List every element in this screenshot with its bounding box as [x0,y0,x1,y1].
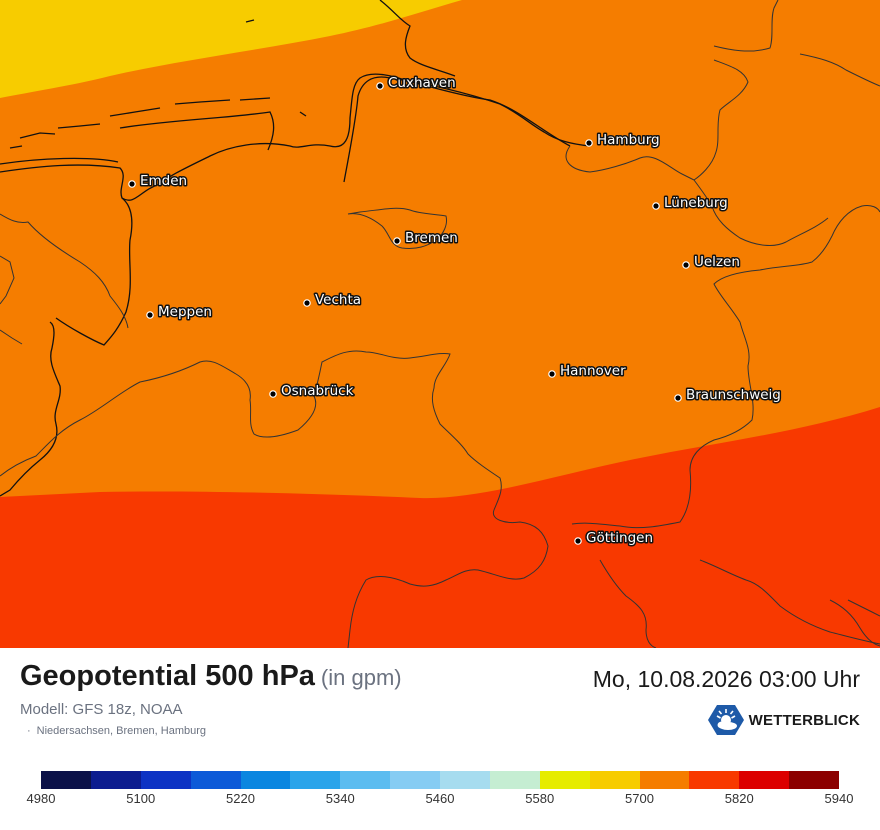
color-scale-swatch [240,771,291,789]
valid-time: Mo, 10.08.2026 03:00 Uhr [592,666,860,692]
geopotential-map: Cuxhaven Hamburg Emden Bremen Lüneburg Uelzen… [0,0,880,648]
color-scale-tick: 4980 [26,791,56,806]
city-label: Cuxhaven [388,75,456,91]
region-bullet: · [27,725,31,737]
city-dot [128,180,136,188]
city-dot [376,82,384,90]
color-scale-tick: 5340 [325,791,355,806]
color-scale-tick: 5580 [525,791,555,806]
color-scale-swatch [639,771,690,789]
color-scale-tick: 5940 [824,791,854,806]
color-scale-ticks: 4980 5100 5220 5340 5460 5580 5700 5820 5940 [0,791,880,809]
band-5640 [0,0,462,98]
color-scale-swatch [689,771,740,789]
city-label: Hamburg [597,132,660,148]
admin-borders [0,0,880,648]
color-scale-swatch [589,771,640,789]
city-label: Lüneburg [664,195,728,211]
title-text: Geopotential 500 hPa [20,660,315,692]
color-scale-swatch [489,771,540,789]
city-label: Uelzen [694,254,740,270]
city-label: Emden [140,173,187,189]
color-scale-swatch [739,771,790,789]
city-label: Meppen [158,304,212,320]
region-info: · Niedersachsen, Bremen, Hamburg [27,725,206,737]
city-label: Braunschweig [686,387,781,403]
color-scale-swatch [90,771,141,789]
city-dot [303,299,311,307]
city-dot [146,311,154,319]
color-scale-swatch [190,771,241,789]
color-scale-swatch [789,771,839,789]
unit-label: (in gpm) [320,665,402,690]
city-dot [674,394,682,402]
color-scale-swatch [440,771,490,789]
city-dot [652,202,660,210]
color-scale-tick: 5100 [126,791,156,806]
band-5700 [0,0,880,499]
sun-cloud-logo-icon [707,705,744,735]
color-scale-tick: 5700 [625,791,654,806]
color-scale-swatch [539,771,590,789]
color-scale-swatch [340,771,391,789]
city-markers: Cuxhaven Hamburg Emden Bremen Lüneburg Uelzen… [128,74,782,548]
city-dot [548,370,556,378]
city-dot [682,261,690,269]
city-label: Göttingen [586,530,653,546]
city-dot [585,139,593,147]
city-label: Hannover [560,363,626,379]
city-dot [269,390,277,398]
city-label: Bremen [405,230,458,246]
color-scale [41,771,839,789]
coastline [0,0,591,497]
color-scale-swatch [140,771,191,789]
city-label: Osnabrück [281,383,354,399]
model-info: Modell: GFS 18z, NOAA [20,701,183,718]
color-scale-tick: 5460 [425,791,455,806]
map-canvas: Cuxhaven Hamburg Emden Bremen Lüneburg Uelzen… [0,0,880,648]
city-dot [393,237,401,245]
brand-name: WETTERBLICK [748,711,860,729]
map-footer: Geopotential 500 hPa (in gpm) Mo, 10.08.2… [0,648,880,830]
city-dot [574,537,582,545]
city-label: Vechta [315,292,361,308]
brand-logo[interactable]: WETTERBLICK [707,704,860,736]
color-scale-tick: 5820 [724,791,754,806]
color-scale-swatch [290,771,341,789]
color-scale-tick: 5220 [226,791,255,806]
color-scale-swatch [390,771,440,789]
region-text: Niedersachsen, Bremen, Hamburg [36,725,207,737]
map-title: Geopotential 500 hPa (in gpm) [20,660,402,693]
color-scale-swatch [41,771,91,789]
